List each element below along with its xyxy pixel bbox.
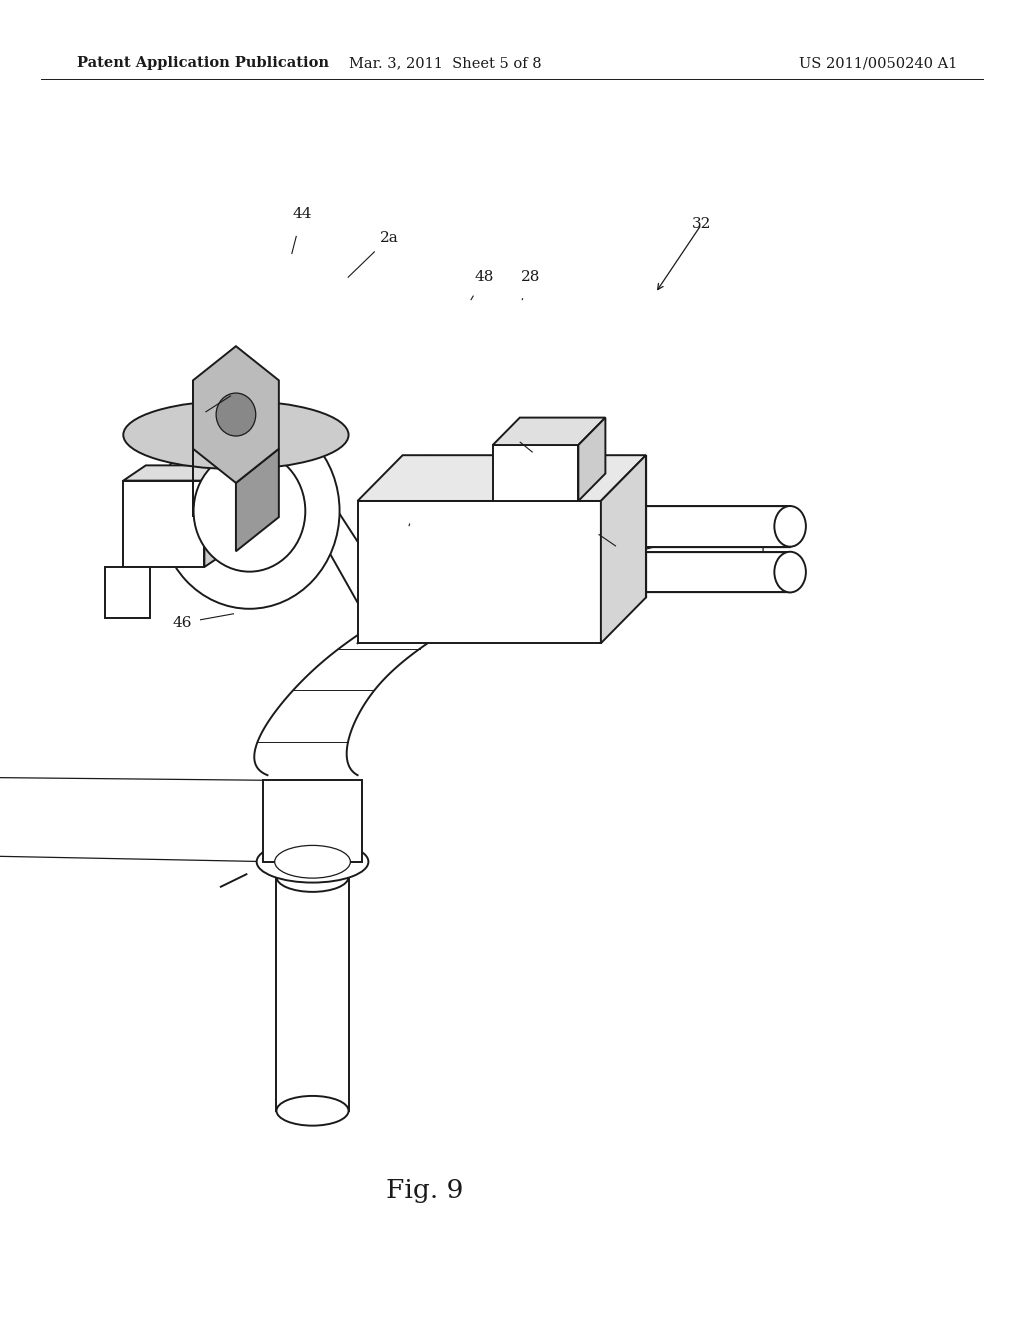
Ellipse shape (774, 552, 806, 593)
Ellipse shape (276, 1096, 348, 1126)
Polygon shape (205, 466, 227, 568)
Ellipse shape (194, 450, 305, 572)
Polygon shape (493, 417, 605, 445)
Text: 20: 20 (392, 541, 413, 554)
Polygon shape (193, 346, 279, 483)
Text: 34: 34 (623, 550, 641, 564)
Polygon shape (123, 480, 205, 568)
Ellipse shape (160, 413, 340, 609)
Text: 26: 26 (538, 458, 558, 471)
Text: Patent Application Publication: Patent Application Publication (77, 57, 329, 70)
Ellipse shape (257, 841, 369, 883)
Ellipse shape (123, 401, 348, 469)
Polygon shape (493, 445, 579, 500)
Polygon shape (357, 455, 646, 500)
Text: 28: 28 (521, 271, 540, 284)
Text: 46: 46 (172, 616, 193, 630)
Polygon shape (105, 568, 151, 618)
Text: Fig. 9: Fig. 9 (386, 1179, 464, 1203)
Ellipse shape (274, 845, 350, 878)
Polygon shape (601, 455, 646, 643)
Text: 2b: 2b (179, 416, 200, 429)
Ellipse shape (276, 862, 348, 892)
Ellipse shape (774, 506, 806, 546)
Polygon shape (236, 449, 279, 552)
Text: 48: 48 (475, 271, 494, 284)
Polygon shape (123, 466, 227, 480)
Polygon shape (646, 552, 791, 593)
Ellipse shape (216, 393, 256, 436)
Text: 44: 44 (292, 207, 312, 220)
Text: US 2011/0050240 A1: US 2011/0050240 A1 (799, 57, 957, 70)
Polygon shape (601, 516, 763, 602)
Polygon shape (357, 500, 601, 643)
Text: Mar. 3, 2011  Sheet 5 of 8: Mar. 3, 2011 Sheet 5 of 8 (349, 57, 542, 70)
Text: 22: 22 (456, 506, 476, 519)
Polygon shape (646, 506, 791, 546)
Polygon shape (579, 417, 605, 500)
Text: 32: 32 (692, 218, 711, 231)
Polygon shape (263, 780, 362, 862)
Text: 2a: 2a (380, 231, 398, 244)
